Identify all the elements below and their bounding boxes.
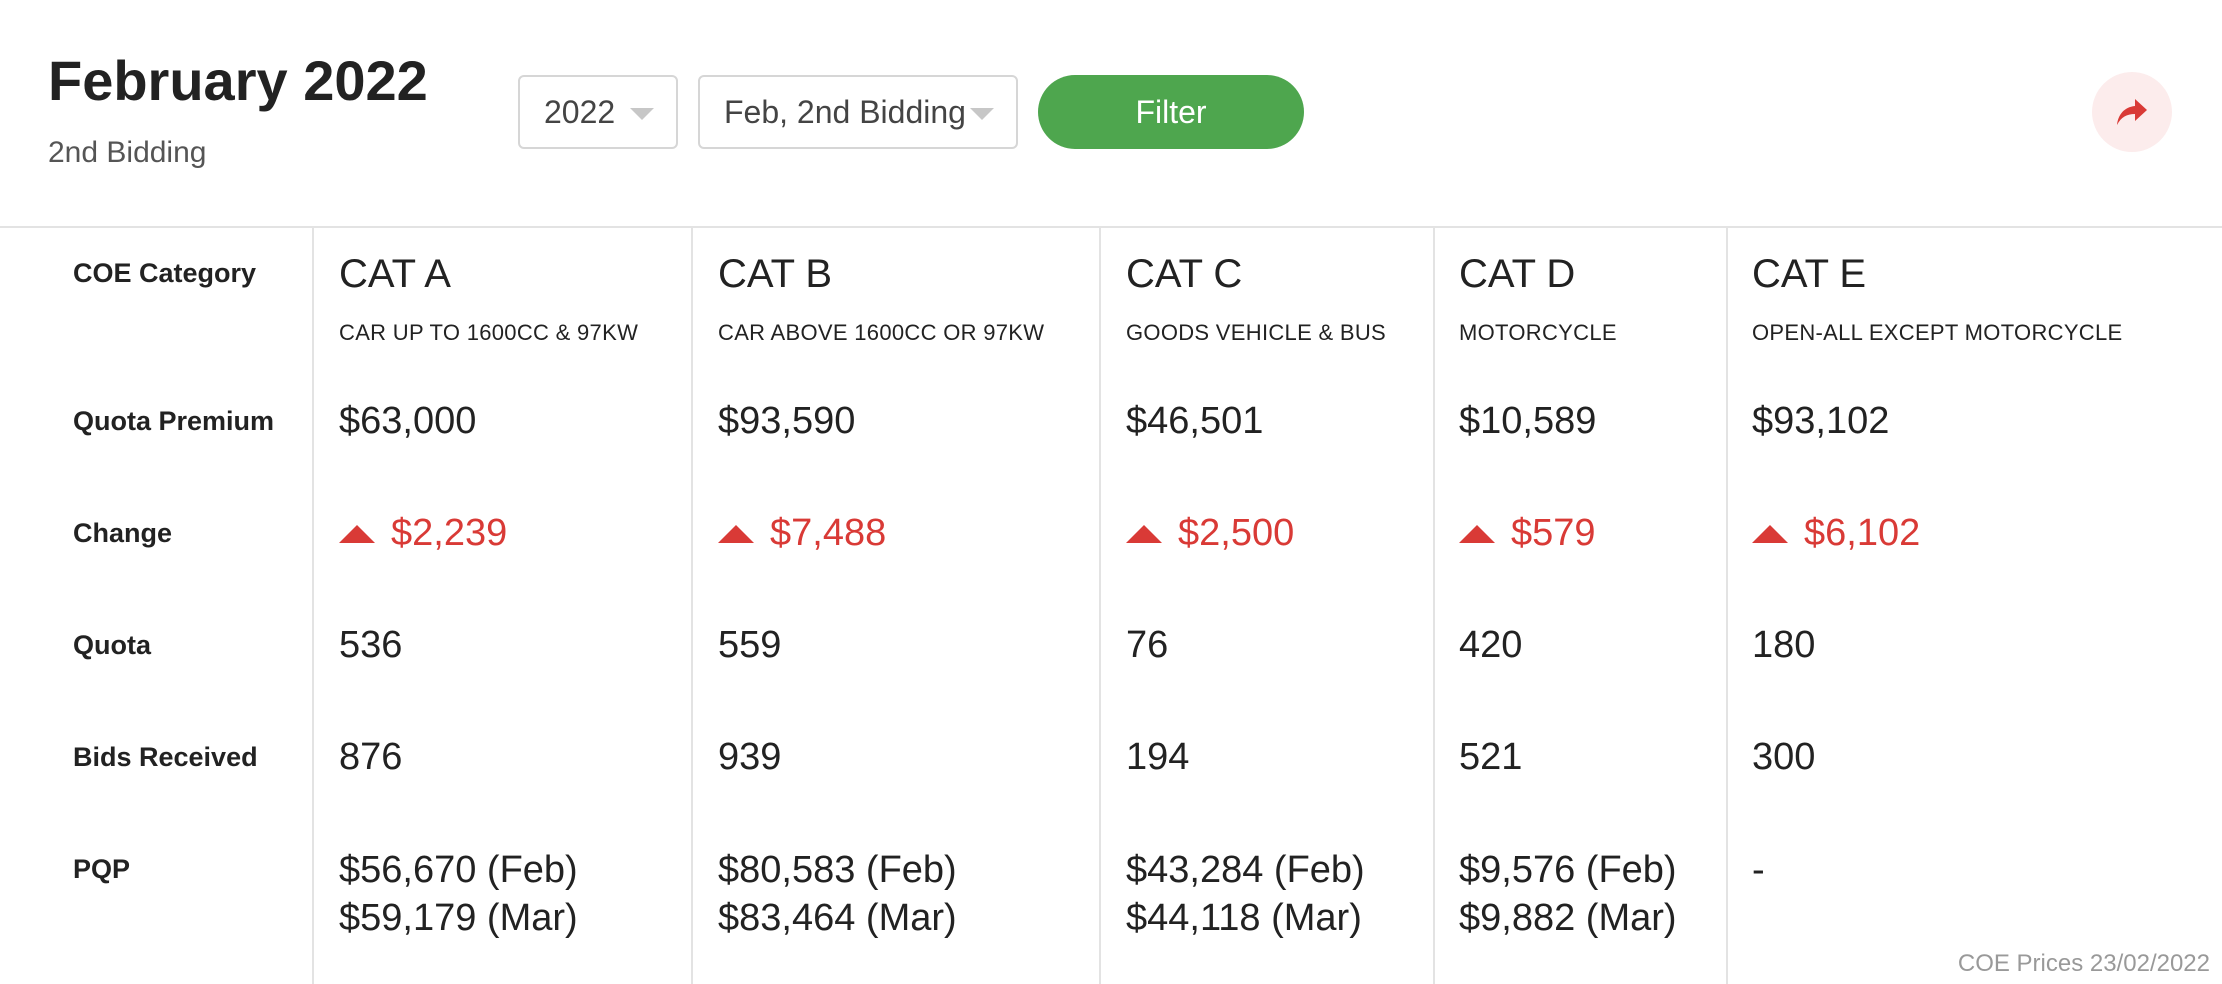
pqp-mar: $59,179 (Mar): [339, 897, 578, 939]
change-amount: $579: [1511, 512, 1596, 554]
share-arrow-icon: [2117, 99, 2147, 125]
quota-premium-value: $63,000: [339, 400, 477, 442]
row-label-change: Change: [73, 518, 173, 548]
column-divider: [312, 228, 314, 984]
category-description: CAR UP TO 1600CC & 97KW: [339, 320, 639, 345]
column-divider: [1726, 228, 1728, 984]
bids-value: 194: [1126, 736, 1190, 778]
quota-value: 536: [339, 624, 403, 666]
triangle-up-icon: [1459, 524, 1495, 543]
share-button[interactable]: [2092, 72, 2172, 152]
bids-value: 939: [718, 736, 782, 778]
row-label-quota-premium: Quota Premium: [73, 406, 275, 436]
triangle-up-icon: [339, 524, 375, 543]
page-subtitle: 2nd Bidding: [48, 136, 207, 169]
column-divider: [691, 228, 693, 984]
quota-value: 76: [1126, 624, 1169, 666]
pqp-value: $56,670 (Feb) $59,179 (Mar): [339, 846, 578, 942]
change-value: $579: [1459, 512, 1596, 555]
change-amount: $2,500: [1178, 512, 1295, 554]
pqp-feb: -: [1752, 849, 1765, 891]
triangle-up-icon: [1752, 524, 1788, 543]
header-divider: [0, 226, 2222, 228]
change-amount: $2,239: [391, 512, 508, 554]
change-value: $7,488: [718, 512, 886, 555]
change-value: $2,239: [339, 512, 507, 555]
triangle-up-icon: [1126, 524, 1162, 543]
triangle-up-icon: [718, 524, 754, 543]
caret-down-icon: [630, 108, 654, 120]
category-description: MOTORCYCLE: [1459, 320, 1617, 345]
change-value: $6,102: [1752, 512, 1920, 555]
page-header: February 2022 2nd Bidding 2022 Feb, 2nd …: [0, 0, 2222, 226]
pqp-mar: $9,882 (Mar): [1459, 897, 1677, 939]
column-divider: [1099, 228, 1101, 984]
pqp-value: $9,576 (Feb) $9,882 (Mar): [1459, 846, 1677, 942]
bidding-select[interactable]: Feb, 2nd Bidding: [698, 75, 1018, 149]
category-title: CAT A: [339, 252, 451, 296]
category-title: CAT C: [1126, 252, 1243, 296]
quota-premium-value: $93,102: [1752, 400, 1890, 442]
quota-value: 559: [718, 624, 782, 666]
pqp-feb: $43,284 (Feb): [1126, 849, 1365, 891]
quota-value: 180: [1752, 624, 1816, 666]
year-select-value: 2022: [544, 93, 616, 130]
change-value: $2,500: [1126, 512, 1294, 555]
bids-value: 300: [1752, 736, 1816, 778]
column-divider: [1433, 228, 1435, 984]
row-label-category: COE Category: [73, 258, 257, 288]
pqp-feb: $80,583 (Feb): [718, 849, 957, 891]
change-amount: $6,102: [1804, 512, 1921, 554]
pqp-feb: $56,670 (Feb): [339, 849, 578, 891]
quota-premium-value: $46,501: [1126, 400, 1264, 442]
pqp-value: -: [1752, 846, 1765, 894]
category-title: CAT E: [1752, 252, 1867, 296]
category-description: CAR ABOVE 1600CC OR 97KW: [718, 320, 1045, 345]
pqp-mar: $83,464 (Mar): [718, 897, 957, 939]
quota-premium-value: $93,590: [718, 400, 856, 442]
bids-value: 876: [339, 736, 403, 778]
bidding-select-value: Feb, 2nd Bidding: [724, 93, 966, 130]
bids-value: 521: [1459, 736, 1523, 778]
caret-down-icon: [970, 108, 994, 120]
row-label-bids: Bids Received: [73, 742, 258, 772]
page-title: February 2022: [48, 49, 428, 112]
category-title: CAT B: [718, 252, 833, 296]
category-title: CAT D: [1459, 252, 1576, 296]
change-amount: $7,488: [770, 512, 887, 554]
pqp-mar: $44,118 (Mar): [1126, 897, 1362, 939]
filter-button[interactable]: Filter: [1038, 75, 1304, 149]
footer-caption: COE Prices 23/02/2022: [1957, 950, 2210, 977]
pqp-value: $43,284 (Feb) $44,118 (Mar): [1126, 846, 1365, 942]
row-label-pqp: PQP: [73, 854, 131, 884]
category-description: OPEN-ALL EXCEPT MOTORCYCLE: [1752, 320, 2123, 345]
pqp-feb: $9,576 (Feb): [1459, 849, 1677, 891]
pqp-value: $80,583 (Feb) $83,464 (Mar): [718, 846, 957, 942]
row-label-quota: Quota: [73, 630, 151, 660]
year-select[interactable]: 2022: [518, 75, 678, 149]
quota-premium-value: $10,589: [1459, 400, 1597, 442]
category-description: GOODS VEHICLE & BUS: [1126, 320, 1386, 345]
quota-value: 420: [1459, 624, 1523, 666]
